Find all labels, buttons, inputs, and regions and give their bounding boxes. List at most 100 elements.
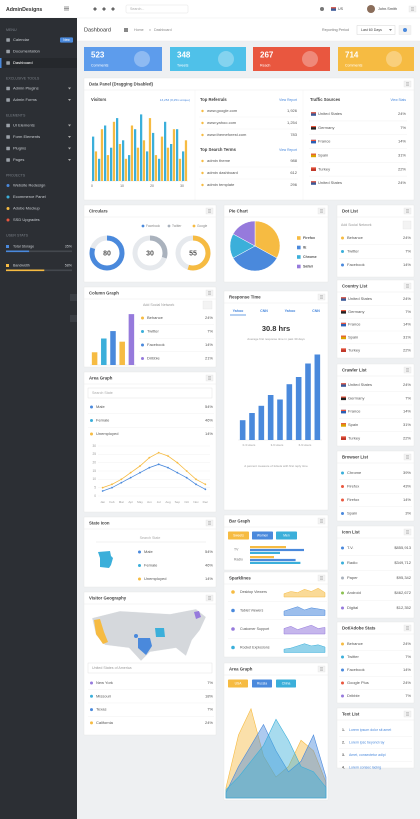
- row-label: Spain: [348, 422, 358, 427]
- row-value: 7%: [405, 693, 411, 698]
- menu-item[interactable]: Pages: [13, 157, 24, 162]
- row-bullet: [341, 668, 344, 672]
- panel-title: Data Panel (Dragging Disabled): [89, 81, 154, 86]
- user-name[interactable]: John.Smith: [378, 7, 397, 11]
- menu-item[interactable]: Ecommerce Panel: [13, 194, 46, 199]
- menu-item[interactable]: Admin Forms: [13, 97, 37, 102]
- legend-button[interactable]: [228, 679, 248, 688]
- menu-item[interactable]: UI Elements: [13, 123, 35, 128]
- caret: [389, 29, 392, 31]
- legend-swatch: [297, 264, 301, 269]
- tab[interactable]: Yahoo: [285, 309, 297, 313]
- toolbar-icon[interactable]: [93, 7, 97, 11]
- row-bullet: [90, 721, 93, 725]
- row-value: 46%: [205, 418, 213, 423]
- panel: [83, 77, 415, 201]
- row-bullet: [341, 250, 344, 253]
- row-bullet: [341, 606, 344, 610]
- x-tick-label: Apr: [128, 500, 133, 504]
- row-label: Unemployed: [144, 576, 166, 581]
- legend-label: Firefox: [303, 236, 315, 240]
- stat-icon: [6, 245, 9, 248]
- bar: [314, 354, 321, 440]
- bar: [172, 129, 176, 181]
- panel: [336, 279, 415, 359]
- menu-item[interactable]: SSD Upgrades: [13, 217, 40, 222]
- link[interactable]: View Report: [279, 98, 297, 102]
- bar: [267, 395, 274, 440]
- map-region: [94, 619, 108, 644]
- line-point: [167, 455, 169, 457]
- legend-button[interactable]: [252, 679, 272, 688]
- tab[interactable]: Yahoo: [233, 309, 245, 313]
- panel-title: Country List: [342, 283, 368, 288]
- tile-label: Comments: [91, 63, 109, 67]
- add-button[interactable]: [402, 220, 412, 230]
- link[interactable]: View Stats: [390, 98, 406, 102]
- x-tick-label: May: [137, 500, 143, 504]
- collapse-toggle[interactable]: [70, 294, 77, 301]
- legend-button[interactable]: [276, 679, 296, 688]
- bar: [166, 147, 170, 181]
- stat-tile[interactable]: [338, 47, 414, 71]
- menu-item[interactable]: Adobe Mockup: [13, 206, 40, 211]
- collapse-toggle[interactable]: [70, 315, 77, 322]
- menu-item[interactable]: Plugins: [13, 146, 26, 151]
- y-tick-label: 25: [92, 452, 96, 456]
- period-select[interactable]: [356, 25, 396, 35]
- legend-dot: [167, 224, 171, 228]
- row-bullet: [201, 121, 204, 125]
- menu-item[interactable]: Dashboard: [13, 60, 33, 65]
- section-title: Top Search Terms: [200, 147, 237, 152]
- toolbar-icon[interactable]: [102, 7, 106, 11]
- project-dot: [6, 195, 10, 199]
- row-label: Dribble: [347, 693, 360, 698]
- link[interactable]: View Report: [279, 148, 297, 152]
- menu-item[interactable]: Calendar: [13, 37, 30, 42]
- menu-icon: [6, 98, 10, 102]
- search-box[interactable]: [125, 4, 189, 14]
- legend-label: Women: [257, 534, 268, 538]
- menu-item[interactable]: Admin Plugins: [13, 86, 39, 91]
- legend-button[interactable]: [228, 531, 249, 540]
- item-text[interactable]: Amet, consectetur adipi: [349, 753, 386, 757]
- subtitle: Average first response time in past 30 d…: [247, 337, 305, 341]
- toolbar-icon[interactable]: [111, 7, 115, 11]
- row-bullet: [90, 432, 93, 436]
- map-region: [194, 611, 201, 619]
- item-text[interactable]: Lorem ipsum dolor sit amet: [349, 728, 391, 732]
- row-label: Desktop Viewers: [240, 590, 267, 594]
- add-button[interactable]: [202, 300, 213, 310]
- row-bullet: [201, 171, 204, 175]
- region-select[interactable]: [87, 662, 213, 674]
- stat-tile[interactable]: [253, 47, 330, 71]
- language[interactable]: US: [338, 7, 344, 11]
- item-text[interactable]: Lorem consec lacing: [349, 765, 381, 769]
- breadcrumb[interactable]: Home: [134, 28, 144, 32]
- search-field[interactable]: [87, 387, 213, 399]
- row-value: 7%: [405, 249, 411, 254]
- item-text[interactable]: Lorem ipsc beyond ray: [349, 740, 385, 744]
- menu-item[interactable]: Documentation: [13, 49, 40, 54]
- row-value: 22%: [403, 347, 411, 352]
- menu-item[interactable]: Form Elements: [13, 134, 40, 139]
- stat-tile[interactable]: [84, 47, 162, 71]
- flag-icon: [341, 297, 346, 301]
- stat-tile[interactable]: [170, 47, 246, 71]
- progress-bar: [6, 250, 30, 253]
- bar: [170, 144, 173, 181]
- row-value: 14%: [398, 139, 406, 144]
- bar: [134, 129, 137, 181]
- panel-title: Area Graph: [89, 375, 113, 380]
- legend-dot: [192, 224, 196, 228]
- flag-stripe: [341, 348, 346, 350]
- tab[interactable]: CNN: [312, 309, 320, 313]
- menu-item[interactable]: Website Redesign: [13, 183, 45, 188]
- row-bullet: [341, 576, 344, 580]
- legend-button[interactable]: [276, 531, 297, 540]
- legend-button[interactable]: [252, 531, 273, 540]
- menu-icon: [6, 86, 10, 91]
- tab[interactable]: CNN: [260, 309, 268, 313]
- item-number: 4.: [342, 765, 345, 769]
- row-label: Female: [144, 563, 158, 568]
